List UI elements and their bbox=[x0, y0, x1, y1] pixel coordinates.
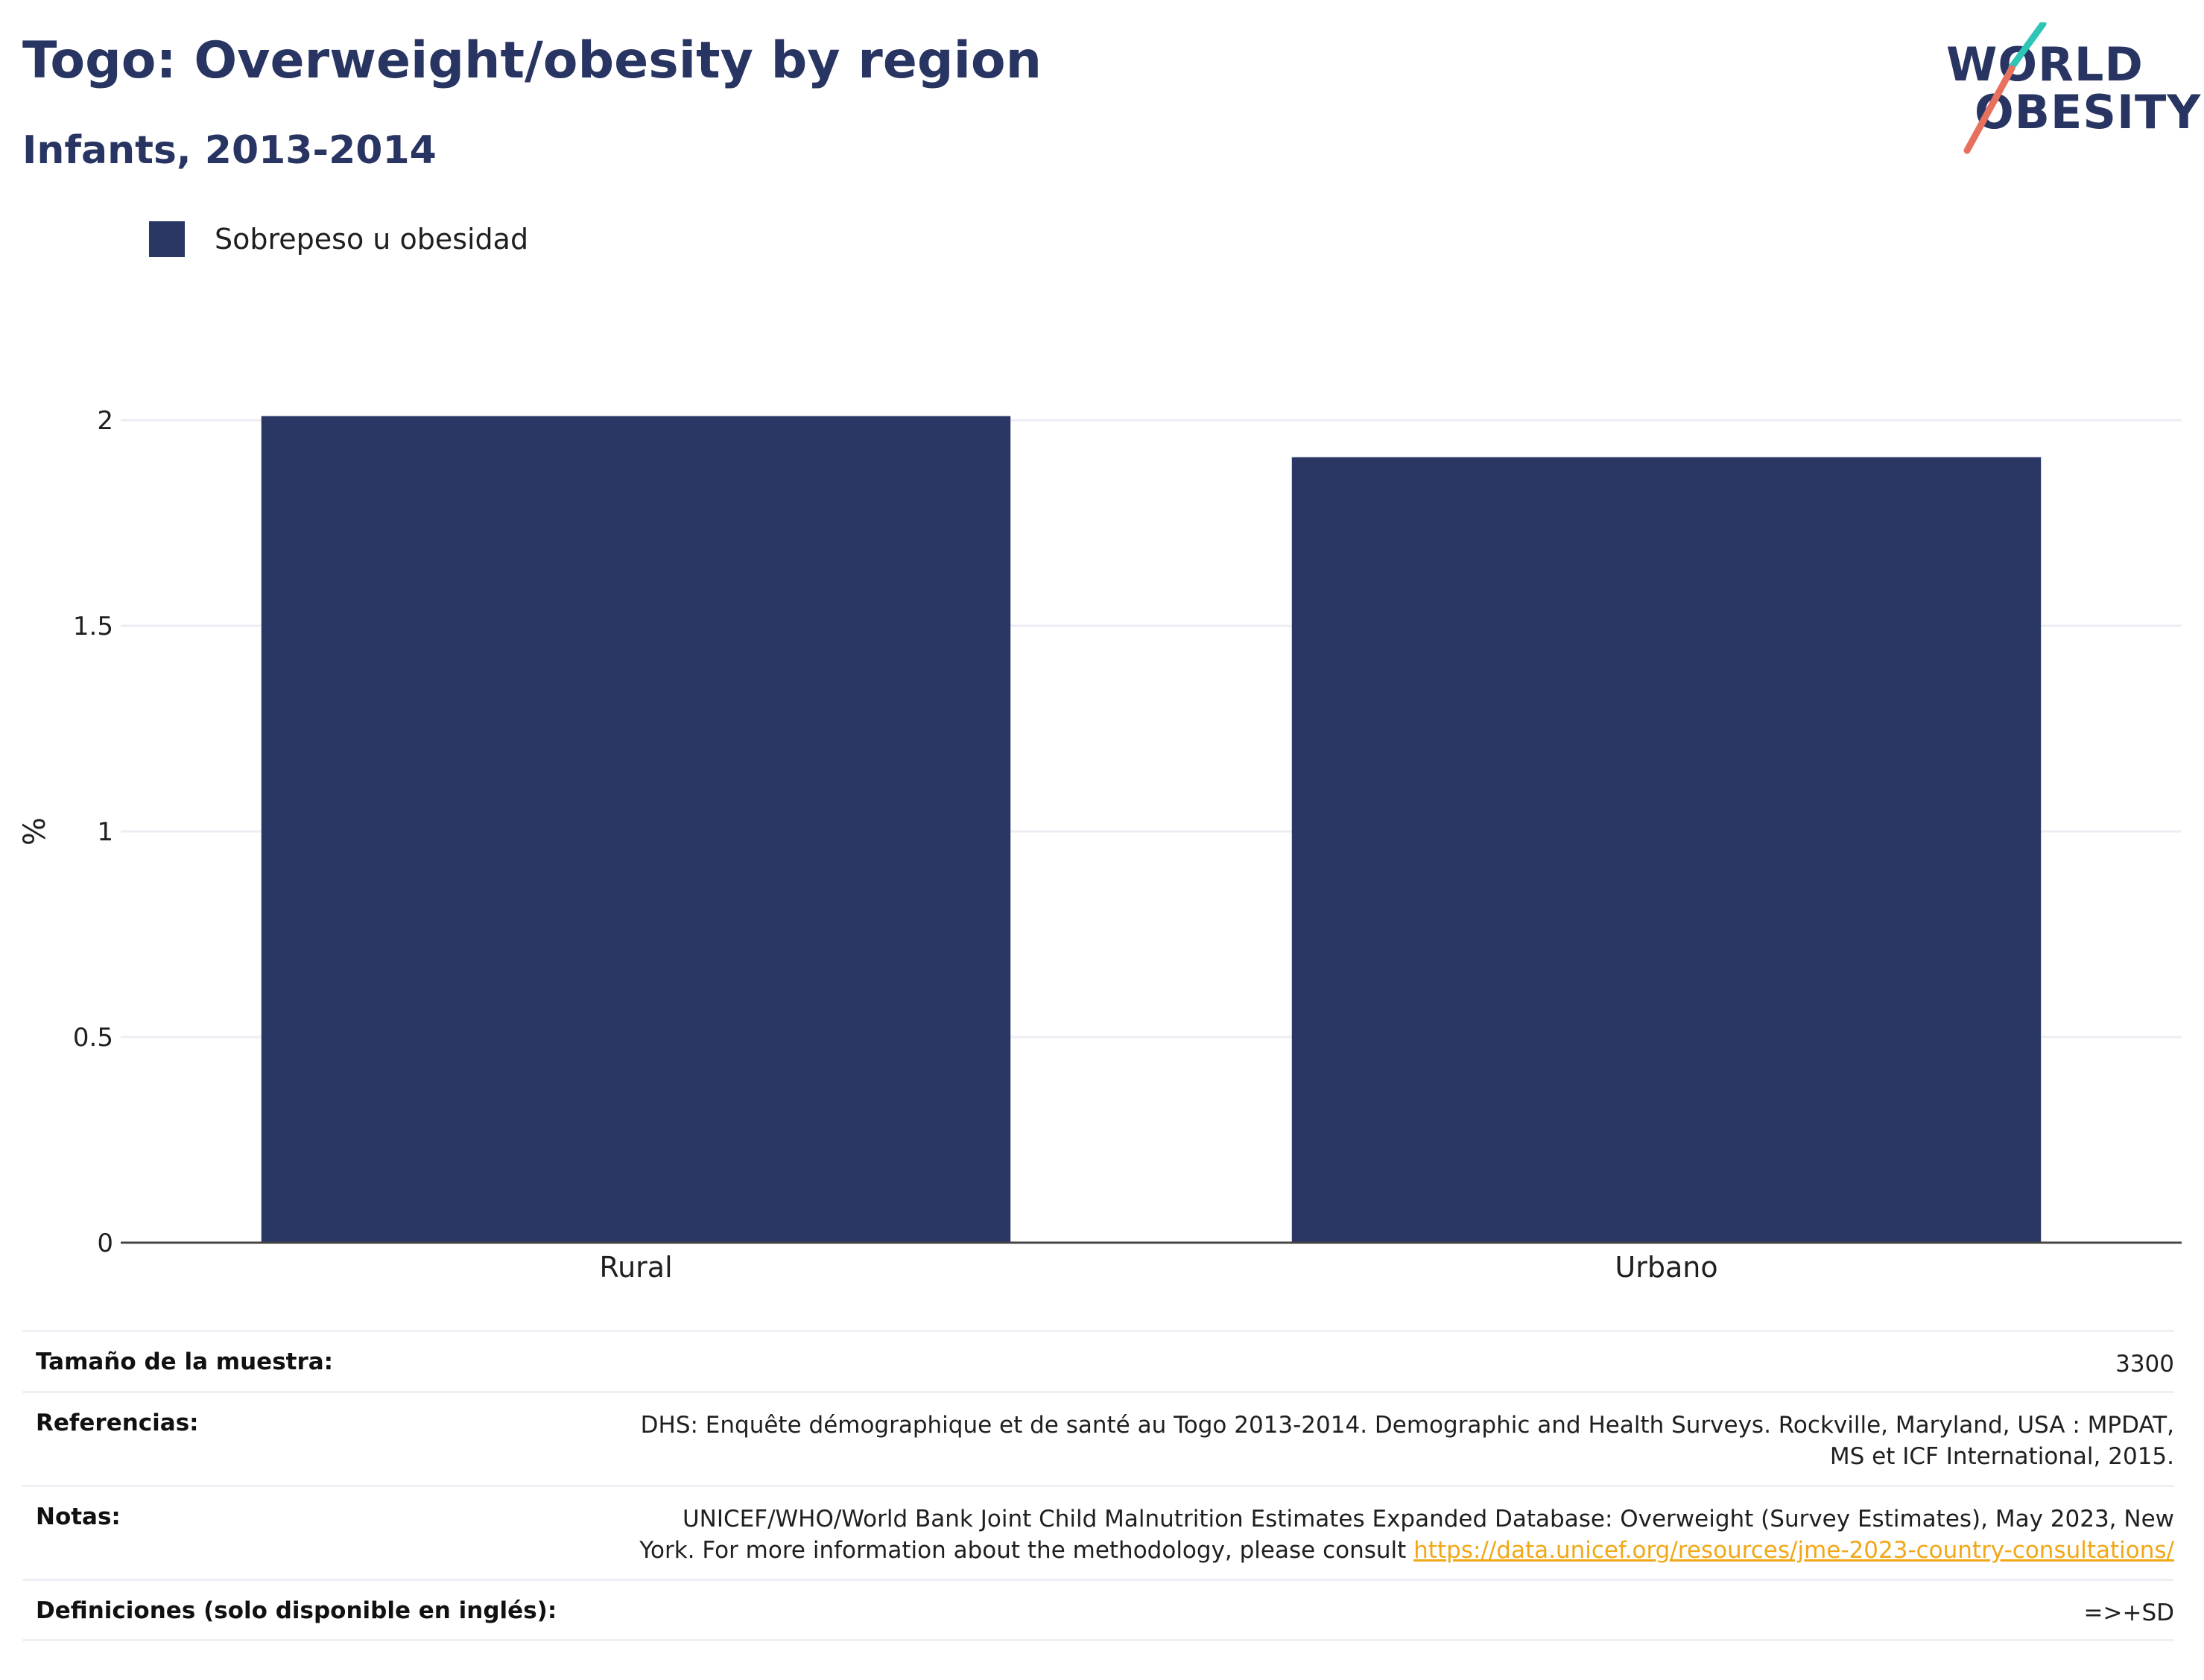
y-tick-label: 1.5 bbox=[73, 612, 113, 641]
bar-chart: 0 0.5 1 1.5 2 Rural Urbano% bbox=[18, 406, 2182, 1284]
info-row-sample-size: Tamaño de la muestra: 3300 bbox=[22, 1330, 2174, 1391]
axes: 0 0.5 1 1.5 2 Rural Urbano% bbox=[18, 406, 2182, 1284]
y-tick-label: 1 bbox=[97, 817, 113, 847]
logo-line-1: WORLD bbox=[1946, 37, 2144, 92]
legend-label: Sobrepeso u obesidad bbox=[215, 223, 529, 256]
notes-line-1: UNICEF/WHO/World Bank Joint Child Malnut… bbox=[682, 1506, 2174, 1532]
y-tick-label: 2 bbox=[97, 406, 113, 436]
world-obesity-logo: WORLD OBESITY bbox=[1946, 22, 2200, 156]
notes-line-2: York. For more information about the met… bbox=[639, 1537, 1414, 1564]
legend-swatch bbox=[149, 221, 185, 257]
notes-link[interactable]: https://data.unicef.org/resources/jme-20… bbox=[1413, 1537, 2174, 1564]
sample-size-value: 3300 bbox=[2115, 1351, 2174, 1378]
y-tick-label: 0 bbox=[97, 1229, 113, 1258]
definitions-value: =>+SD bbox=[2083, 1600, 2174, 1626]
info-table: Tamaño de la muestra: 3300 Referencias: … bbox=[22, 1330, 2174, 1641]
info-row-references: Referencias: DHS: Enquête démographique … bbox=[22, 1391, 2174, 1485]
legend: Sobrepeso u obesidad bbox=[149, 221, 528, 258]
references-line-2: MS et ICF International, 2015. bbox=[1829, 1443, 2174, 1470]
chart-subtitle: Infants, 2013-2014 bbox=[22, 128, 437, 173]
references-value: DHS: Enquête démographique et de santé a… bbox=[641, 1410, 2174, 1472]
y-axis-title: % bbox=[18, 817, 52, 846]
references-label: Referencias: bbox=[36, 1410, 199, 1436]
x-tick-label: Rural bbox=[599, 1251, 672, 1284]
logo-line-2: OBESITY bbox=[1975, 85, 2202, 139]
notes-label: Notas: bbox=[36, 1503, 121, 1530]
sample-size-label: Tamaño de la muestra: bbox=[36, 1348, 334, 1375]
logo-slash-icon bbox=[1963, 22, 2047, 154]
chart-title: Togo: Overweight/obesity by region bbox=[22, 31, 1042, 90]
bars bbox=[261, 416, 2042, 1243]
references-line-1: DHS: Enquête démographique et de santé a… bbox=[640, 1412, 2174, 1439]
bar-urbano bbox=[1291, 457, 2042, 1243]
info-row-definitions: Definiciones (solo disponible en inglés)… bbox=[22, 1579, 2174, 1641]
definitions-label: Definiciones (solo disponible en inglés)… bbox=[36, 1597, 557, 1624]
y-tick-label: 0.5 bbox=[73, 1023, 113, 1053]
x-tick-label: Urbano bbox=[1615, 1251, 1717, 1284]
bar-rural bbox=[261, 416, 1011, 1243]
notes-value: UNICEF/WHO/World Bank Joint Child Malnut… bbox=[639, 1503, 2174, 1566]
info-row-notes: Notas: UNICEF/WHO/World Bank Joint Child… bbox=[22, 1485, 2174, 1579]
